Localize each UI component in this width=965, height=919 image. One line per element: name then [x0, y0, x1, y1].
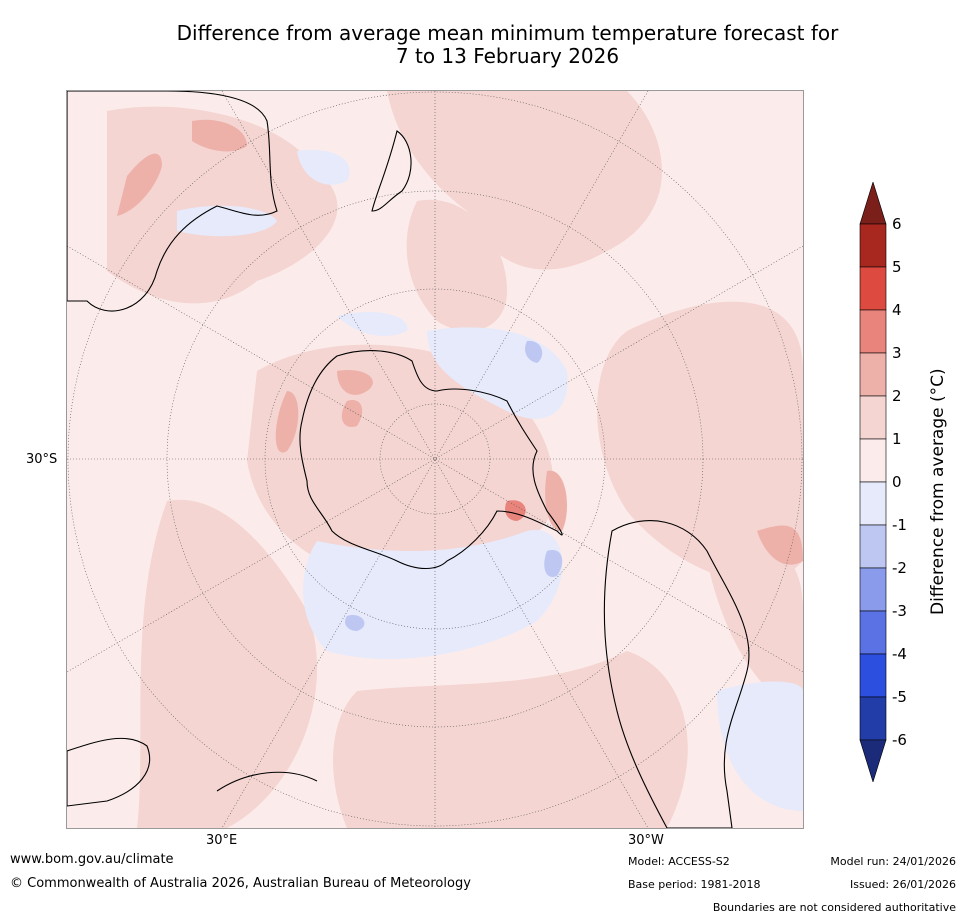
meridian-line — [67, 245, 803, 673]
anomaly-region — [303, 529, 563, 660]
anomaly-region — [341, 400, 363, 427]
anomaly-region — [275, 391, 299, 453]
colorbar-tick: 0 — [892, 473, 902, 491]
colorbar-label: Difference from average (°C) — [928, 368, 948, 615]
footer-disclaimer: Boundaries are not considered authoritat… — [712, 901, 956, 914]
anomaly-region — [406, 199, 507, 331]
map-canvas — [67, 91, 803, 828]
longitude-label-30w: 30°W — [628, 833, 664, 848]
antarctica-coastline — [299, 350, 563, 570]
anomaly-region — [117, 153, 162, 216]
anomaly-region — [544, 550, 563, 577]
colorbar-swatch-5-6 — [859, 223, 887, 268]
colorbar-tick: -2 — [892, 559, 907, 577]
colorbar-swatch-gt6 — [859, 180, 887, 225]
anomaly-region — [345, 614, 365, 631]
anomaly-region — [597, 301, 803, 582]
colorbar-swatch-lt-m6 — [859, 739, 887, 784]
colorbar-swatch-m1-0 — [859, 481, 887, 526]
colorbar-tick: -3 — [892, 602, 907, 620]
colorbar-tick: -1 — [892, 516, 907, 534]
anomaly-region — [717, 681, 803, 811]
anomaly-shading — [107, 91, 803, 828]
meridian-line — [221, 91, 649, 828]
new-zealand-coastline — [371, 130, 412, 212]
colorbar-swatch-m5-m4 — [859, 653, 887, 698]
latitude-label: 30°S — [26, 452, 58, 467]
colorbar-swatch-m6-m5 — [859, 696, 887, 741]
anomaly-region — [333, 651, 688, 828]
australia-coastline — [67, 91, 278, 312]
colorbar-swatch-m3-m2 — [859, 567, 887, 612]
colorbar-swatch-3-4 — [859, 309, 887, 354]
colorbar-tick: 3 — [892, 344, 902, 362]
colorbar-tick: -4 — [892, 645, 907, 663]
colorbar-tick: -5 — [892, 688, 907, 706]
colorbar-swatch-m4-m3 — [859, 610, 887, 655]
anomaly-region — [192, 119, 247, 152]
footer-url[interactable]: www.bom.gov.au/climate — [10, 852, 174, 867]
africa-coastline — [67, 737, 151, 807]
colorbar-swatch-1-2 — [859, 395, 887, 440]
colorbar-swatch-2-3 — [859, 352, 887, 397]
africa-coastline-2 — [216, 771, 318, 792]
title-line-2: 7 to 13 February 2026 — [395, 44, 620, 68]
map-title: Difference from average mean minimum tem… — [0, 22, 965, 68]
anomaly-region — [137, 499, 318, 828]
colorbar-tick: 2 — [892, 387, 902, 405]
colorbar-tick: 1 — [892, 430, 902, 448]
anomaly-region — [297, 150, 350, 185]
coastlines — [67, 91, 750, 828]
anomaly-region — [545, 470, 567, 531]
colorbar: 6 5 4 3 2 1 0 -1 -2 -3 -4 -5 -6 — [858, 180, 918, 784]
anomaly-region — [757, 525, 803, 565]
colorbar-tick: -6 — [892, 731, 907, 749]
footer-model: Model: ACCESS-S2 — [628, 855, 730, 868]
anomaly-region — [387, 91, 662, 270]
anomaly-region — [505, 500, 526, 521]
meridian-line — [67, 245, 803, 673]
anomaly-region — [247, 344, 554, 581]
colorbar-tick: 5 — [892, 258, 902, 276]
footer-base-period: Base period: 1981-2018 — [628, 878, 761, 891]
colorbar-tick: 4 — [892, 301, 902, 319]
graticule — [67, 91, 803, 828]
anomaly-region — [525, 340, 543, 363]
footer-model-run: Model run: 24/01/2026 — [830, 855, 956, 868]
anomaly-region — [337, 311, 408, 336]
footer-issued: Issued: 26/01/2026 — [849, 878, 956, 891]
colorbar-swatch-m2-m1 — [859, 524, 887, 569]
colorbar-swatch-4-5 — [859, 266, 887, 311]
polar-map — [66, 90, 804, 829]
south-america-coastline — [603, 520, 750, 828]
footer-copyright: © Commonwealth of Australia 2026, Austra… — [10, 876, 471, 891]
anomaly-region — [707, 545, 803, 711]
colorbar-tick: 6 — [892, 215, 902, 233]
meridian-line — [221, 91, 649, 828]
anomaly-region — [177, 205, 277, 237]
title-line-1: Difference from average mean minimum tem… — [176, 21, 839, 45]
longitude-label-30e: 30°E — [206, 833, 238, 848]
colorbar-swatch-0-1 — [859, 438, 887, 483]
anomaly-region — [337, 370, 373, 395]
colorbar-svg: 6 5 4 3 2 1 0 -1 -2 -3 -4 -5 -6 — [859, 180, 907, 784]
